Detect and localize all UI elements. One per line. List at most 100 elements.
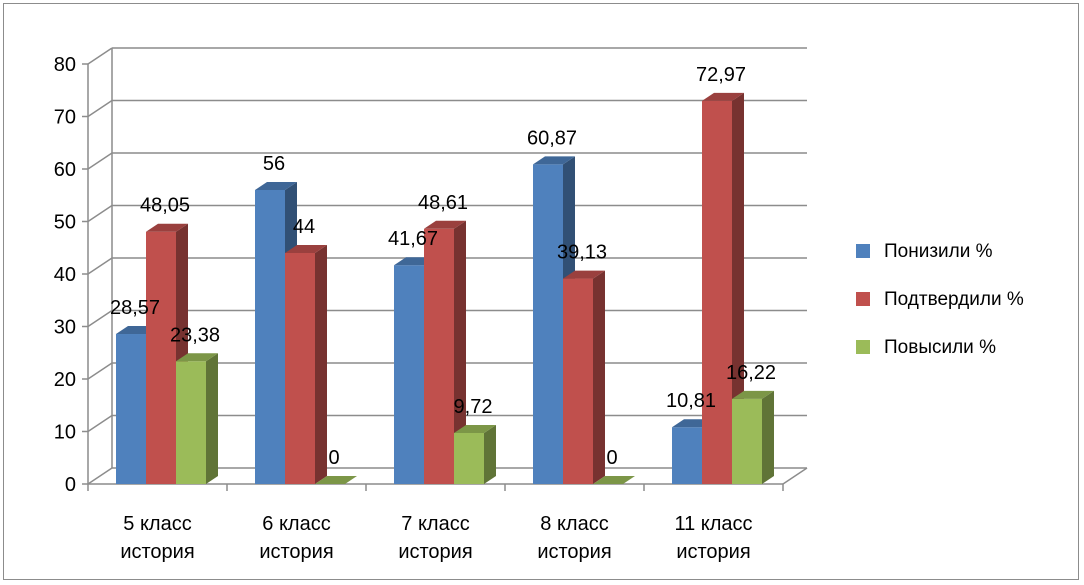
category-label-line: история [676, 541, 750, 563]
legend-swatch [856, 244, 870, 258]
bar-front [533, 164, 563, 484]
bar-front [672, 427, 702, 484]
gridline-diagonal [87, 467, 113, 485]
gridline-diagonal [87, 257, 113, 275]
bar [285, 245, 327, 484]
bar-front [732, 398, 762, 484]
bar [732, 390, 774, 484]
data-label: 0 [328, 447, 339, 469]
y-tick-label: 50 [54, 212, 76, 234]
category-label-line: 5 класс [123, 513, 191, 535]
bar-side [593, 270, 605, 484]
data-label: 0 [606, 447, 617, 469]
category-label: 8 класс история [537, 513, 611, 563]
y-tick-label: 80 [54, 54, 76, 76]
bar-front [563, 278, 593, 484]
bar-top [533, 156, 575, 165]
legend-swatch [856, 340, 870, 354]
bar-side [732, 92, 744, 484]
bar-top [563, 270, 605, 279]
legend-label: Понизили % [884, 241, 993, 262]
gridline-diagonal [87, 152, 113, 170]
bar-front [454, 432, 484, 484]
bar-side [206, 353, 218, 484]
bar-top [424, 220, 466, 229]
data-label: 9,72 [454, 396, 493, 418]
data-label: 39,13 [557, 242, 607, 264]
legend-label: Повысили % [884, 337, 996, 358]
category-label-line: история [537, 541, 611, 563]
bar-top [732, 390, 774, 399]
legend-item: Подтвердили % [856, 289, 1024, 310]
bar-layer [116, 92, 774, 485]
category-label: 7 класс история [398, 513, 472, 563]
data-label: 60,87 [527, 127, 577, 149]
bar-side [484, 424, 496, 484]
category-label-line: 6 класс [262, 513, 330, 535]
data-label: 10,81 [666, 390, 716, 412]
bar-top [255, 182, 297, 190]
bar-top [593, 476, 635, 484]
bar [315, 476, 357, 484]
label-layer: 28,57 48,05 23,38 56 44 0 41,67 48,61 9,72 60,87 3… [110, 64, 776, 469]
y-tick-label: 60 [54, 159, 76, 181]
bar [424, 220, 466, 485]
gridline-diagonal [87, 99, 113, 118]
legend-swatch [856, 292, 870, 306]
y-tick-label: 10 [54, 422, 76, 444]
category-label: 11 класс история [674, 513, 752, 563]
bar-top [146, 223, 188, 232]
axis-layer: 0 10 20 30 40 50 60 70 80 5 класс история 6 класс ис… [54, 54, 808, 563]
gridline-diagonal [87, 204, 113, 223]
bar-front [255, 190, 285, 484]
data-label: 16,22 [726, 362, 776, 384]
bar-top [176, 353, 218, 362]
y-tick-label: 70 [54, 107, 76, 129]
bar-side [315, 245, 327, 484]
data-label: 44 [293, 216, 315, 238]
bar-front [702, 100, 732, 484]
bar-front [176, 361, 206, 484]
category-label-line: 11 класс [674, 513, 752, 535]
floor-right-edge [782, 467, 808, 485]
bar [593, 476, 635, 484]
gridline-diagonal [87, 47, 113, 65]
category-label: 6 класс история [259, 513, 333, 563]
bar-front [424, 228, 454, 484]
y-tick-label: 40 [54, 264, 76, 286]
bar [454, 424, 496, 484]
bar-front [116, 334, 146, 484]
bar-front [146, 231, 176, 484]
bar-front [394, 265, 424, 484]
bar [563, 270, 605, 484]
data-label: 56 [263, 153, 285, 175]
gridline-diagonal [87, 414, 113, 433]
category-label-line: история [259, 541, 333, 563]
bar-side [454, 220, 466, 485]
legend-label: Подтвердили % [884, 289, 1024, 310]
category-label: 5 класс история [120, 513, 194, 563]
bar-top [702, 92, 744, 101]
y-tick-label: 30 [54, 317, 76, 339]
data-label: 72,97 [696, 64, 746, 86]
bar-top [315, 476, 357, 484]
bar-top [285, 245, 327, 253]
data-label: 48,05 [140, 195, 190, 217]
category-label-line: история [120, 541, 194, 563]
bar-side [762, 390, 774, 484]
data-label: 23,38 [170, 324, 220, 346]
legend-item: Понизили % [856, 241, 993, 262]
legend-item: Повысили % [856, 337, 996, 358]
gridline-diagonal [87, 309, 113, 328]
data-label: 41,67 [388, 228, 438, 250]
category-label-line: 8 класс [540, 513, 608, 535]
data-label: 48,61 [418, 192, 468, 214]
bar [702, 92, 744, 484]
category-label-line: 7 класс [401, 513, 469, 535]
data-label: 28,57 [110, 297, 160, 319]
y-tick-label: 0 [65, 474, 76, 496]
legend: Понизили % Подтвердили % Повысили % [856, 241, 1024, 358]
gridline-diagonal [87, 362, 113, 380]
bar-front [285, 253, 315, 484]
